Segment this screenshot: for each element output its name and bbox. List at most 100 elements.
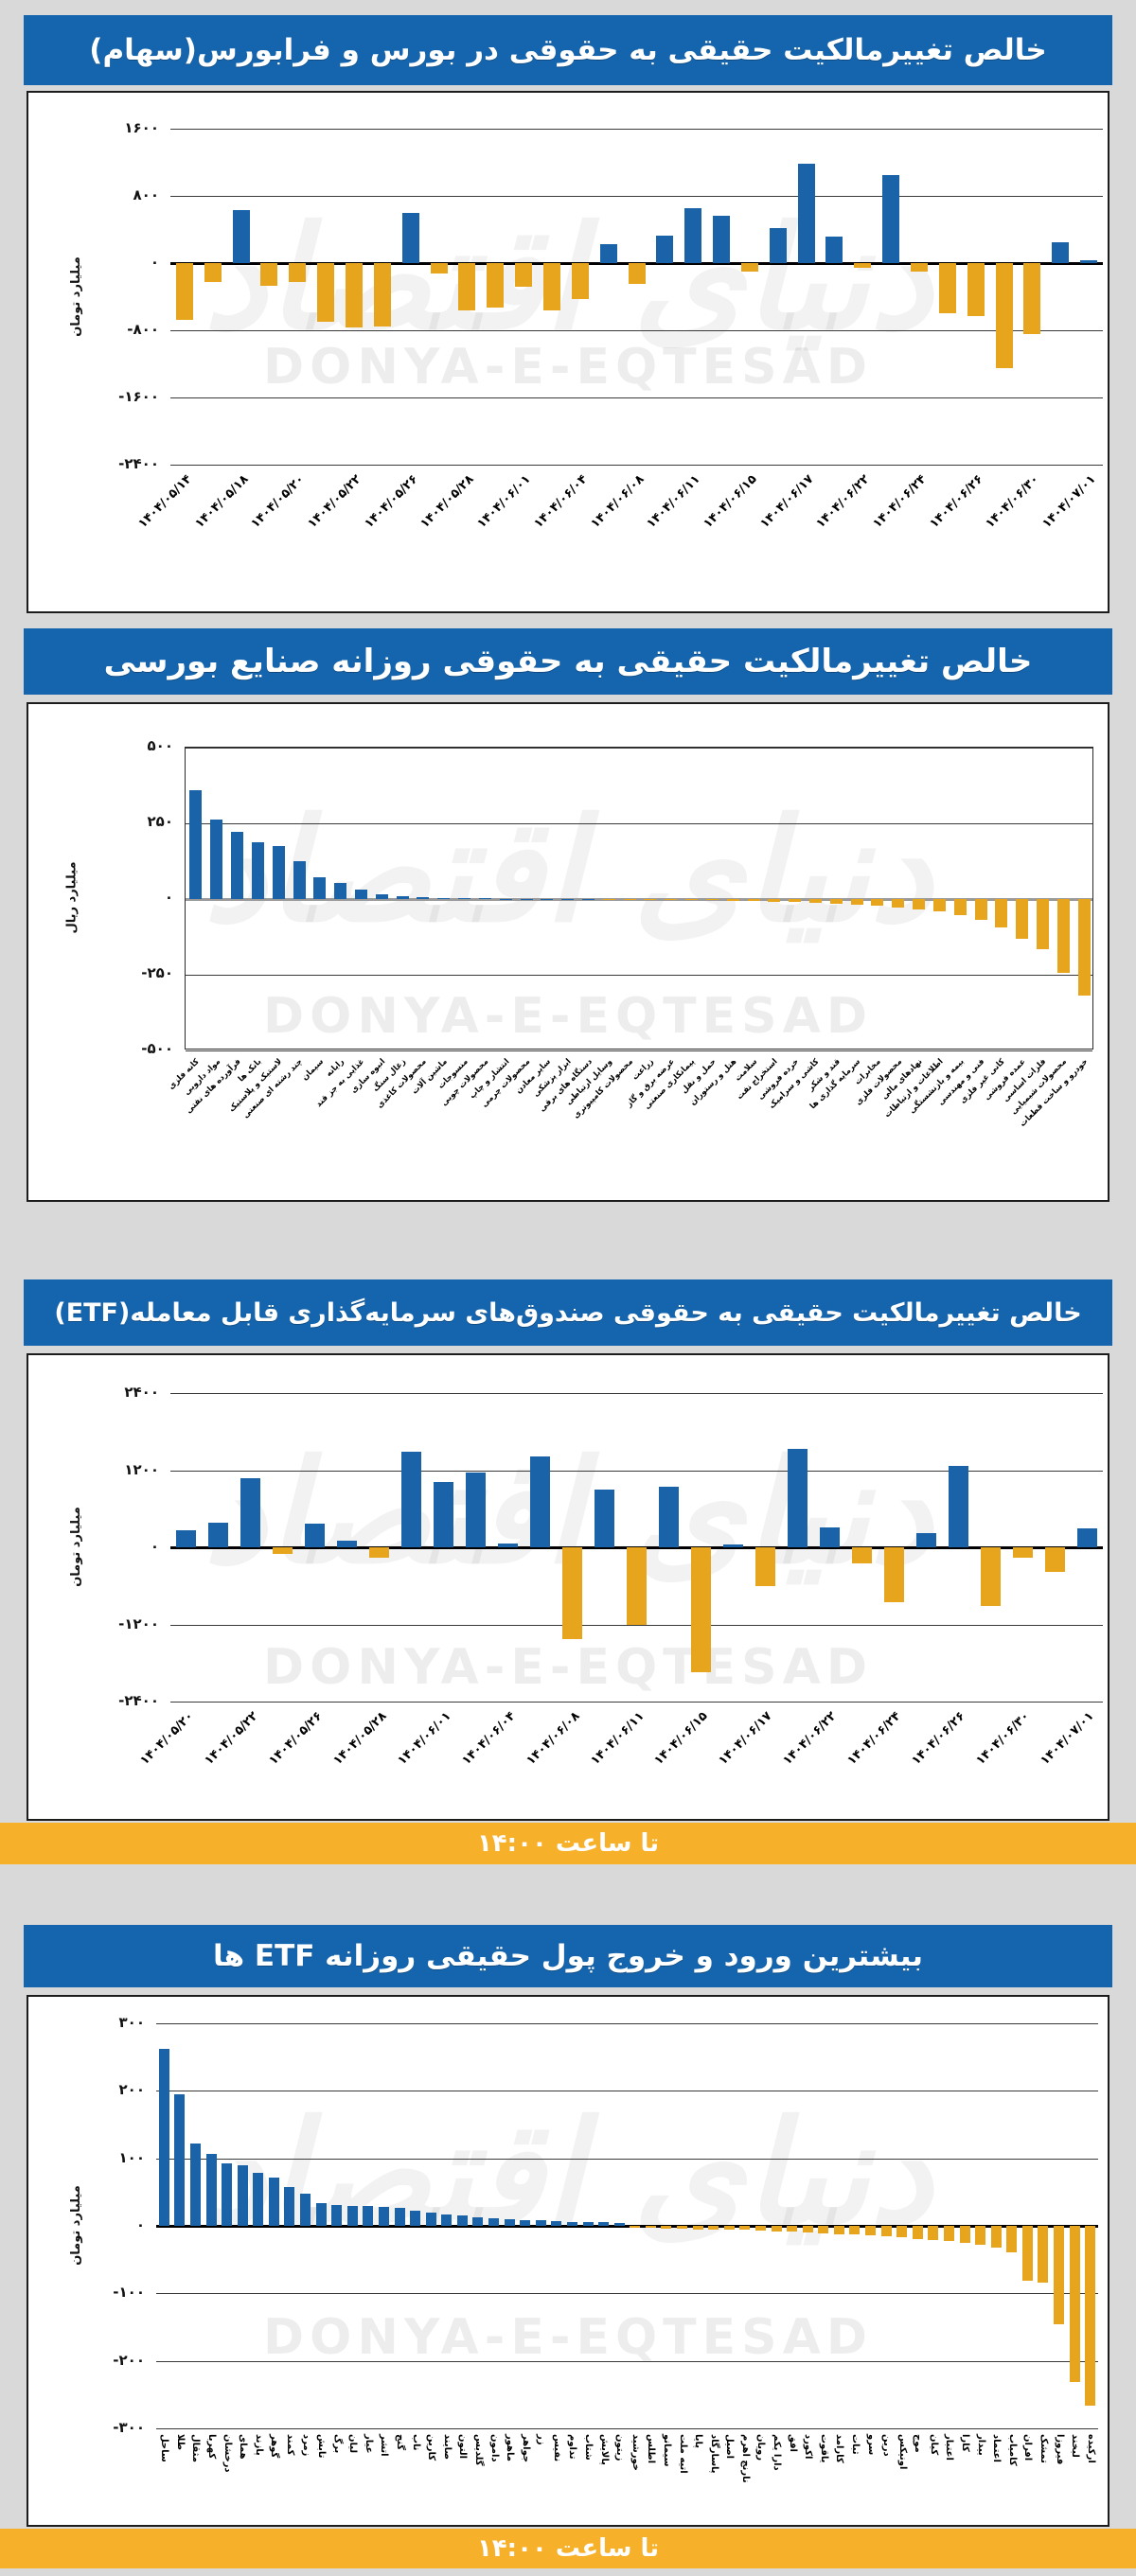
- negative-bar: [980, 1547, 1001, 1606]
- x-axis-category-label: ۱۴۰۴/۰۵/۱۸: [192, 472, 252, 532]
- x-axis-category-label: ۱۴۰۴/۰۶/۱۵: [651, 1709, 712, 1769]
- x-axis-category-label: برگ: [331, 2434, 343, 2454]
- y-axis-tick-label: ۳۰۰: [118, 2014, 145, 2031]
- negative-bar: [851, 1547, 872, 1563]
- positive-bar: [566, 2221, 577, 2226]
- y-axis-tick-label: ۰: [150, 1538, 159, 1555]
- negative-bar: [747, 899, 760, 901]
- negative-bar: [754, 1547, 775, 1587]
- x-axis-category-label: افران: [1022, 2434, 1034, 2461]
- y-axis-tick-label: ۰: [135, 2216, 145, 2233]
- positive-bar: [504, 2218, 515, 2226]
- negative-bar: [661, 2226, 672, 2229]
- negative-bar: [515, 263, 533, 287]
- chart3-panel: دنیای اقتصاد DONYA-E-EQTESAD میلیارد توم…: [27, 1353, 1109, 1821]
- positive-bar: [394, 2207, 405, 2226]
- positive-bar: [240, 1478, 261, 1547]
- x-axis-category-label: ۱۴۰۴/۰۶/۲۲: [780, 1709, 840, 1769]
- gridline: [170, 196, 1103, 197]
- x-axis-category-label: پاسارگاد: [708, 2434, 719, 2474]
- x-axis-category-label: ۱۴۰۴/۰۶/۱۵: [701, 472, 760, 532]
- x-axis-category-label: ۱۴۰۴/۰۵/۲۶: [362, 472, 421, 532]
- x-axis-category-label: ۱۴۰۴/۰۶/۰۸: [587, 472, 648, 532]
- negative-bar: [1085, 2226, 1096, 2406]
- negative-bar: [913, 899, 926, 909]
- x-axis-category-label: سیمان: [300, 1057, 326, 1083]
- x-axis-category-label: همای: [238, 2434, 249, 2460]
- negative-bar: [871, 899, 884, 907]
- positive-bar: [551, 2221, 562, 2226]
- negative-bar: [317, 263, 335, 323]
- positive-bar: [189, 789, 203, 899]
- negative-bar: [854, 263, 872, 269]
- negative-bar: [571, 263, 589, 300]
- negative-bar: [850, 899, 863, 905]
- gridline: [186, 748, 1092, 749]
- x-axis-category-label: ۱۴۰۴/۰۶/۰۴: [531, 472, 591, 532]
- negative-bar: [995, 899, 1008, 928]
- positive-bar: [410, 2210, 421, 2226]
- positive-bar: [331, 2204, 343, 2226]
- gridline: [170, 397, 1103, 398]
- gridline: [156, 2158, 1098, 2160]
- x-axis-category-label: ۱۴۰۴/۰۷/۰۱: [1038, 1709, 1097, 1769]
- x-axis-category-label: صایند: [441, 2434, 453, 2461]
- positive-bar: [205, 2153, 217, 2226]
- negative-bar: [974, 899, 987, 920]
- x-axis-category-label: اونیکس: [896, 2434, 908, 2470]
- time-strip: تا ساعت ۱۴:۰۰: [0, 2529, 1136, 2568]
- negative-bar: [627, 1547, 647, 1626]
- x-axis-category-label: فیروزا: [1054, 2434, 1065, 2465]
- gridline: [156, 2023, 1098, 2024]
- positive-bar: [441, 2214, 453, 2226]
- positive-bar: [425, 2212, 436, 2226]
- x-axis-category-label: کارین: [426, 2434, 437, 2461]
- x-axis-category-label: ۱۴۰۴/۰۶/۰۱: [474, 472, 534, 532]
- chart4-panel: دنیای اقتصاد DONYA-E-EQTESAD میلیارد توم…: [27, 1995, 1109, 2527]
- gridline: [170, 1393, 1103, 1394]
- negative-bar: [880, 2226, 892, 2236]
- y-axis-tick-label: -۳۰۰: [113, 2419, 145, 2436]
- negative-bar: [602, 899, 615, 900]
- positive-bar: [488, 2218, 500, 2226]
- gridline: [170, 330, 1103, 331]
- positive-bar: [598, 2222, 610, 2226]
- negative-bar: [789, 899, 802, 903]
- x-axis-category-label: ۱۴۰۴/۰۶/۱۷: [716, 1709, 775, 1769]
- x-axis-category-label: اعتماد: [991, 2434, 1003, 2462]
- positive-bar: [222, 2162, 233, 2226]
- positive-bar: [354, 890, 367, 899]
- positive-bar: [656, 235, 674, 263]
- positive-bar: [561, 899, 575, 900]
- negative-bar: [708, 2226, 719, 2230]
- positive-bar: [232, 210, 250, 263]
- negative-bar: [910, 263, 928, 272]
- negative-bar: [818, 2226, 829, 2233]
- negative-bar: [1012, 1547, 1033, 1558]
- positive-bar: [948, 1465, 968, 1547]
- positive-bar: [401, 212, 419, 263]
- x-axis-category-label: افق: [787, 2434, 798, 2452]
- x-axis-category-label: دامون: [488, 2434, 500, 2462]
- negative-bar: [273, 1547, 293, 1554]
- positive-bar: [613, 2223, 625, 2226]
- negative-bar: [1038, 2226, 1049, 2283]
- positive-bar: [189, 2143, 201, 2226]
- negative-bar: [677, 2226, 688, 2229]
- negative-bar: [289, 263, 307, 282]
- x-axis-category-label: تابش: [316, 2434, 328, 2459]
- x-axis-category-label: بیدار: [975, 2434, 986, 2456]
- positive-bar: [456, 2215, 468, 2226]
- x-axis-category-label: خورشید: [630, 2434, 641, 2471]
- x-axis-category-label: ۱۴۰۴/۰۶/۳۰: [973, 1709, 1033, 1769]
- y-axis-tick-label: ۱۶۰۰: [124, 119, 159, 136]
- x-axis-category-label: شتاب: [583, 2434, 595, 2461]
- positive-bar: [272, 845, 285, 899]
- y-axis-tick-label: -۱۰۰: [113, 2284, 145, 2302]
- y-axis-tick-label: ۵۰۰: [147, 737, 173, 754]
- x-axis-category-label: ۱۴۰۴/۰۵/۲۸: [330, 1709, 390, 1769]
- y-axis-tick-label: ۲۵۰: [147, 813, 173, 830]
- x-axis-category-label: موج: [913, 2434, 924, 2453]
- x-axis-category-label: گلدیس: [472, 2434, 484, 2466]
